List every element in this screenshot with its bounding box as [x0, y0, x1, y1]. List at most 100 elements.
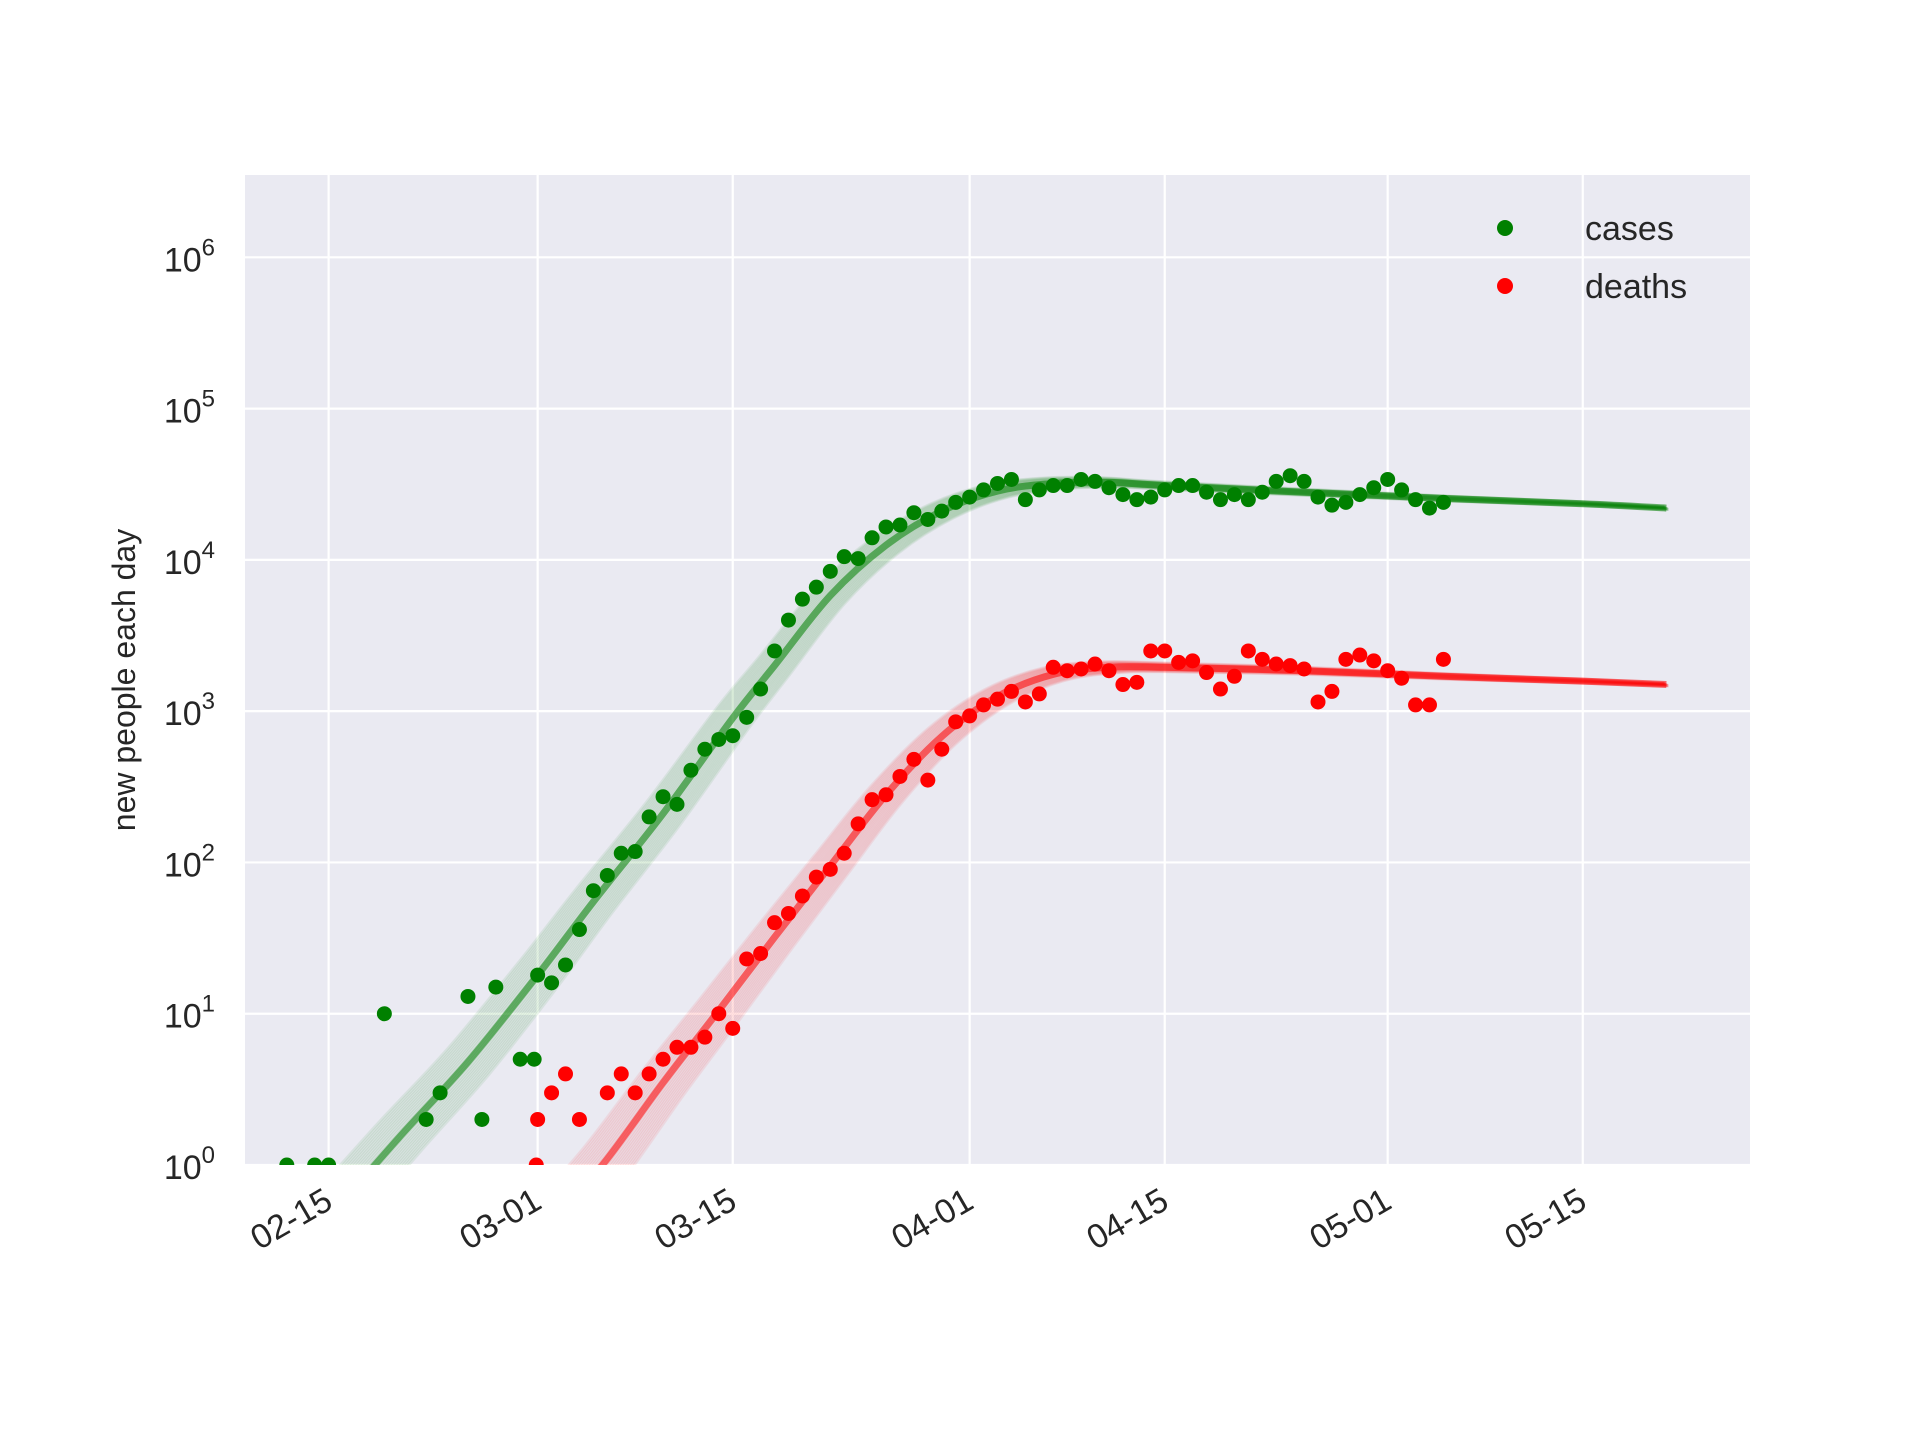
- y-tick-label: 101: [164, 991, 215, 1036]
- deaths-point: [1087, 656, 1103, 672]
- deaths-point: [1310, 694, 1326, 710]
- cases-point: [808, 579, 824, 595]
- cases-point: [1045, 478, 1061, 494]
- cases-point: [1366, 480, 1382, 496]
- cases-point: [1212, 492, 1228, 508]
- deaths-point: [1408, 697, 1424, 713]
- cases-point: [1282, 468, 1298, 484]
- deaths-point: [1240, 643, 1256, 659]
- cases-point: [948, 494, 964, 510]
- cases-point: [488, 979, 504, 995]
- deaths-point: [794, 888, 810, 904]
- cases-point: [1073, 471, 1089, 487]
- cases-point: [683, 762, 699, 778]
- y-tick-label: 105: [164, 386, 215, 431]
- cases-point: [1157, 482, 1173, 498]
- deaths-point: [530, 1111, 546, 1127]
- y-tick-label: 106: [164, 234, 215, 279]
- cases-point: [1338, 494, 1354, 510]
- deaths-point: [528, 1157, 544, 1165]
- legend: cases deaths: [1497, 210, 1687, 306]
- cases-point: [739, 709, 755, 725]
- cases-point: [1199, 484, 1215, 500]
- y-axis-ticks: 100 101 102 103 104 105 106: [164, 234, 215, 1187]
- deaths-point: [1421, 697, 1437, 713]
- cases-point: [892, 517, 908, 533]
- x-tick-label: 04-01: [885, 1181, 979, 1257]
- deaths-point: [850, 816, 866, 832]
- deaths-point: [725, 1020, 741, 1036]
- deaths-point: [1282, 658, 1298, 674]
- legend-marker-cases: [1497, 220, 1513, 236]
- deaths-point: [1073, 661, 1089, 677]
- cases-point: [558, 957, 574, 973]
- cases-point: [474, 1111, 490, 1127]
- deaths-point: [1199, 665, 1215, 681]
- deaths-point: [697, 1029, 713, 1045]
- deaths-point: [934, 741, 950, 757]
- cases-point: [864, 530, 880, 546]
- deaths-point: [962, 708, 978, 724]
- cases-point: [641, 809, 657, 825]
- cases-point: [711, 731, 727, 747]
- deaths-point: [878, 787, 894, 803]
- cases-point: [1394, 482, 1410, 498]
- cases-point: [1268, 473, 1284, 489]
- deaths-point: [1352, 647, 1368, 663]
- cases-point: [613, 845, 629, 861]
- cases-point: [1296, 473, 1312, 489]
- deaths-point: [1212, 681, 1228, 697]
- deaths-point: [571, 1111, 587, 1127]
- deaths-point: [1296, 661, 1312, 677]
- deaths-point: [948, 714, 964, 730]
- cases-point: [669, 796, 685, 812]
- deaths-point: [627, 1085, 643, 1101]
- deaths-point: [1157, 643, 1173, 659]
- x-tick-label: 03-01: [453, 1181, 547, 1257]
- deaths-point: [1338, 651, 1354, 667]
- cases-point: [512, 1051, 528, 1067]
- x-tick-label: 03-15: [648, 1181, 742, 1257]
- cases-point: [655, 789, 671, 805]
- deaths-point: [1366, 653, 1382, 669]
- y-axis-label: new people each day: [106, 529, 142, 831]
- plot-area: [245, 175, 1750, 1165]
- cases-point: [599, 867, 615, 883]
- cases-point: [418, 1111, 434, 1127]
- x-tick-label: 04-15: [1080, 1181, 1174, 1257]
- cases-point: [585, 883, 601, 899]
- cases-point: [906, 505, 922, 521]
- cases-fit-line: [370, 478, 1667, 1165]
- deaths-point: [1268, 656, 1284, 672]
- cases-point: [1380, 471, 1396, 487]
- cases-point: [1129, 492, 1145, 508]
- cases-point: [697, 741, 713, 757]
- cases-point: [753, 681, 769, 697]
- deaths-point: [1380, 663, 1396, 679]
- cases-point: [836, 549, 852, 565]
- deaths-point: [1129, 674, 1145, 690]
- deaths-point: [1031, 686, 1047, 702]
- cases-point: [990, 475, 1005, 491]
- cases-point: [920, 511, 936, 527]
- deaths-point: [711, 1006, 727, 1022]
- deaths-point: [669, 1039, 685, 1055]
- cases-point: [432, 1085, 448, 1101]
- y-tick-label: 102: [164, 839, 215, 884]
- cases-point: [321, 1157, 337, 1165]
- cases-point: [530, 967, 546, 983]
- deaths-point: [1045, 659, 1061, 675]
- cases-points: [279, 468, 1451, 1165]
- cases-point: [780, 612, 796, 628]
- deaths-point: [613, 1066, 629, 1082]
- cases-point: [976, 482, 992, 498]
- deaths-point: [1101, 663, 1117, 679]
- x-tick-label: 02-15: [244, 1181, 338, 1257]
- deaths-point: [864, 792, 880, 808]
- deaths-point: [1185, 653, 1201, 669]
- cases-point: [850, 551, 866, 567]
- deaths-point: [1059, 663, 1075, 679]
- cases-point: [1143, 489, 1159, 505]
- cases-point: [1408, 492, 1424, 508]
